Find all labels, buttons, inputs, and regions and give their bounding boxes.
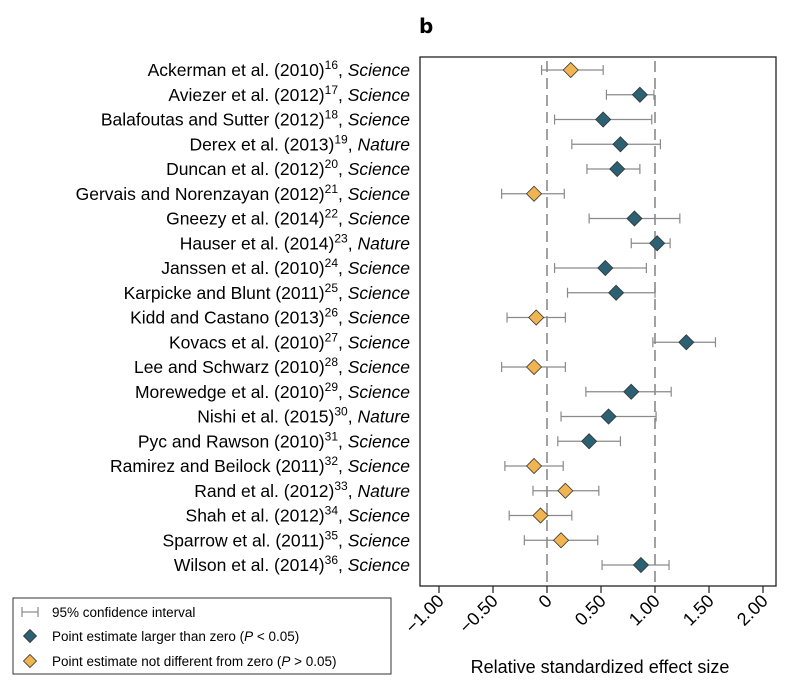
study-label: Shah et al. (2012)34, Science [186,504,411,526]
x-tick-label: 0 [535,591,556,612]
panel-letter: b [419,14,433,38]
x-axis-ticks: −1.00 −0.50 0 0.50 1.00 1.50 2.00 [401,586,772,637]
point-estimate-marker [557,482,574,499]
study-label: Hauser et al. (2014)23, Nature [180,231,411,253]
x-tick-label: −1.00 [401,591,447,637]
point-estimate-marker [581,433,598,450]
study-label: Sparrow et al. (2011)35, Science [163,528,411,550]
study-label: Gervais and Norenzayan (2012)21, Science [76,182,411,204]
legend-box [12,597,392,675]
legend-ci-icon [21,607,39,617]
reference-lines [546,61,656,586]
point-estimate-marker [631,86,648,103]
study-label: Nishi et al. (2015)30, Nature [197,405,410,427]
point-estimate-marker [532,507,549,524]
point-estimates [525,61,695,574]
study-label: Derex et al. (2013)19, Nature [189,132,410,154]
x-tick-label: −0.50 [455,591,501,637]
study-label: Pyc and Rawson (2010)31, Science [138,429,410,451]
study-label: Ackerman et al. (2010)16, Science [148,58,411,80]
study-label: Duncan et al. (2012)20, Science [166,157,410,179]
x-axis-title: Relative standardized effect size [471,657,730,677]
point-estimate-marker [595,111,612,128]
point-estimate-marker [623,383,640,400]
legend-label: 95% confidence interval [52,605,195,620]
x-tick-label: 1.50 [679,591,718,630]
legend-not-significant-diamond-icon [22,653,38,669]
study-label: Rand et al. (2012)33, Nature [194,479,410,501]
plot-frame [419,56,777,587]
point-estimate-marker [626,210,643,227]
study-label: Balafoutas and Sutter (2012)18, Science [101,108,410,130]
study-label: Kovacs et al. (2010)27, Science [169,330,410,352]
study-label: Janssen et al. (2010)24, Science [161,256,410,278]
study-label: Gneezy et al. (2014)22, Science [166,207,410,229]
point-estimate-marker [597,259,614,277]
point-estimate-marker [552,532,570,549]
study-label: Karpicke and Blunt (2011)25, Science [124,281,411,303]
point-estimate-marker [525,185,543,202]
legend-label: Point estimate larger than zero (P < 0.0… [52,629,299,644]
study-labels: Ackerman et al. (2010)16, Science Aviezer… [76,58,411,575]
point-estimate-marker [600,408,617,425]
point-estimate-marker [609,160,626,178]
study-label: Morewedge et al. (2010)29, Science [135,380,410,402]
point-estimate-marker [649,235,666,252]
point-estimate-marker [525,358,543,376]
point-estimate-marker [525,457,543,475]
study-label: Aviezer et al. (2012)17, Science [168,83,410,105]
x-tick-label: 1.00 [625,591,664,630]
plot-area [419,56,777,587]
x-tick-label: 2.00 [733,591,772,630]
study-label: Kidd and Castano (2013)26, Science [130,306,410,328]
point-estimate-marker [528,309,545,326]
study-label: Wilson et al. (2014)36, Science [174,553,410,575]
point-estimate-marker [608,284,625,301]
point-estimate-marker [632,556,650,574]
point-estimate-marker [612,136,629,153]
study-label: Lee and Schwarz (2010)28, Science [134,355,410,377]
study-label: Ramirez and Beilock (2011)32, Science [110,454,410,476]
x-tick-label: 0.50 [571,591,610,630]
legend: 95% confidence interval Point estimate la… [12,597,392,675]
legend-label: Point estimate not different from zero (… [52,654,337,669]
point-estimate-marker [562,61,579,79]
legend-significant-diamond-icon [22,628,38,644]
point-estimate-marker [678,334,695,351]
